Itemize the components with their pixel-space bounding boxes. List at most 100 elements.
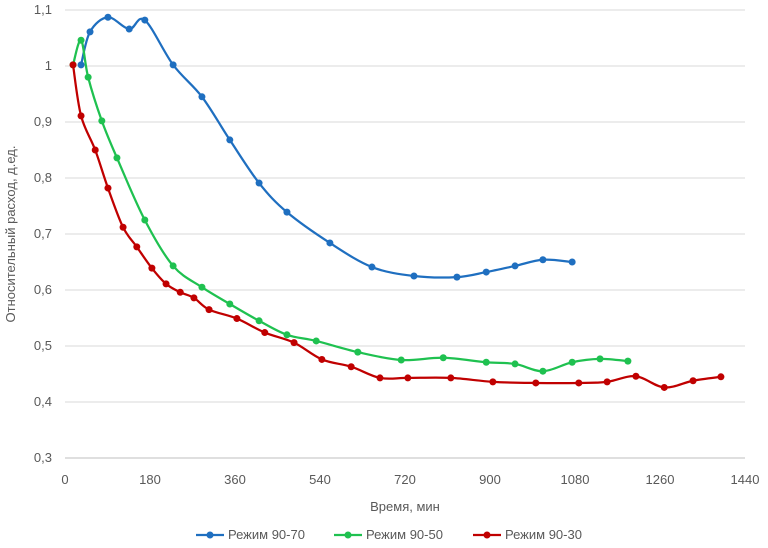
y-tick-label: 0,4 <box>34 394 52 409</box>
y-tick-label: 0,8 <box>34 170 52 185</box>
data-point <box>190 294 198 302</box>
data-point <box>141 16 149 24</box>
data-point <box>318 355 326 363</box>
series-line <box>71 39 628 373</box>
data-point <box>376 374 384 382</box>
data-point <box>283 208 291 216</box>
data-point <box>439 354 447 362</box>
y-axis-label: Относительный расход, д.ед. <box>3 145 18 322</box>
data-point <box>603 378 611 386</box>
data-point <box>162 280 170 288</box>
data-point <box>125 25 133 33</box>
data-point <box>261 329 269 337</box>
x-tick-label: 900 <box>479 472 501 487</box>
x-tick-label: 540 <box>309 472 331 487</box>
data-point <box>575 379 583 387</box>
data-point <box>312 337 320 345</box>
data-point <box>104 13 112 21</box>
data-point <box>77 36 85 44</box>
x-axis-label: Время, мин <box>370 499 440 514</box>
data-point <box>77 112 85 120</box>
data-point <box>91 146 99 154</box>
legend-marker <box>483 531 491 539</box>
data-point <box>347 363 355 371</box>
series-line <box>71 64 722 389</box>
data-point <box>717 373 725 381</box>
data-point <box>119 223 127 231</box>
series-Режим-90-70 <box>77 13 576 281</box>
legend-marker <box>344 531 352 539</box>
series-Режим-90-30 <box>69 61 725 391</box>
x-tick-label: 0 <box>61 472 68 487</box>
data-point <box>141 216 149 224</box>
series-Режим-90-50 <box>69 36 632 375</box>
data-point <box>205 306 213 314</box>
data-point <box>532 379 540 387</box>
data-point <box>624 357 632 365</box>
x-tick-label: 720 <box>394 472 416 487</box>
data-point <box>69 61 77 69</box>
data-point <box>255 317 263 325</box>
x-axis-ticks: 0 180 360 540 720 900 1080 1260 1440 <box>61 472 759 487</box>
data-point <box>77 61 85 69</box>
data-point <box>255 179 263 187</box>
data-point <box>133 243 141 251</box>
data-point <box>404 374 412 382</box>
data-point <box>453 273 461 281</box>
data-point <box>596 355 604 363</box>
data-point <box>568 358 576 366</box>
y-tick-label: 0,3 <box>34 450 52 465</box>
x-tick-label: 360 <box>224 472 246 487</box>
data-point <box>169 262 177 270</box>
legend-label: Режим 90-50 <box>366 527 443 542</box>
gridlines <box>65 9 745 459</box>
data-point <box>397 356 405 364</box>
data-point <box>539 256 547 264</box>
y-tick-label: 1,1 <box>34 2 52 17</box>
legend-marker <box>206 531 214 539</box>
data-point <box>410 272 418 280</box>
data-point <box>176 288 184 296</box>
y-tick-label: 1 <box>45 58 52 73</box>
data-point <box>482 358 490 366</box>
data-point <box>511 262 519 270</box>
data-point <box>660 383 668 391</box>
data-point <box>198 283 206 291</box>
data-point <box>226 136 234 144</box>
data-point <box>368 263 376 271</box>
series-group <box>69 13 725 391</box>
legend: Режим 90-70 Режим 90-50 Режим 90-30 <box>196 527 582 542</box>
data-point <box>290 339 298 347</box>
data-point <box>283 331 291 339</box>
data-point <box>86 28 94 36</box>
data-point <box>326 239 334 247</box>
y-tick-label: 0,6 <box>34 282 52 297</box>
legend-label: Режим 90-30 <box>505 527 582 542</box>
data-point <box>568 258 576 266</box>
x-tick-label: 180 <box>139 472 161 487</box>
x-tick-label: 1440 <box>731 472 760 487</box>
data-point <box>511 360 519 368</box>
y-axis-ticks: 0,3 0,4 0,5 0,6 0,7 0,8 0,9 1 1,1 <box>34 2 52 465</box>
x-tick-label: 1260 <box>646 472 675 487</box>
data-point <box>482 268 490 276</box>
data-point <box>233 315 241 323</box>
y-tick-label: 0,7 <box>34 226 52 241</box>
data-point <box>113 154 121 162</box>
data-point <box>489 378 497 386</box>
data-point <box>447 374 455 382</box>
y-tick-label: 0,9 <box>34 114 52 129</box>
data-point <box>226 300 234 308</box>
data-point <box>98 117 106 125</box>
data-point <box>169 61 177 69</box>
data-point <box>354 348 362 356</box>
data-point <box>198 93 206 101</box>
data-point <box>689 377 697 385</box>
y-tick-label: 0,5 <box>34 338 52 353</box>
data-point <box>539 367 547 375</box>
x-tick-label: 1080 <box>561 472 590 487</box>
legend-label: Режим 90-70 <box>228 527 305 542</box>
data-point <box>84 73 92 81</box>
data-point <box>632 372 640 380</box>
